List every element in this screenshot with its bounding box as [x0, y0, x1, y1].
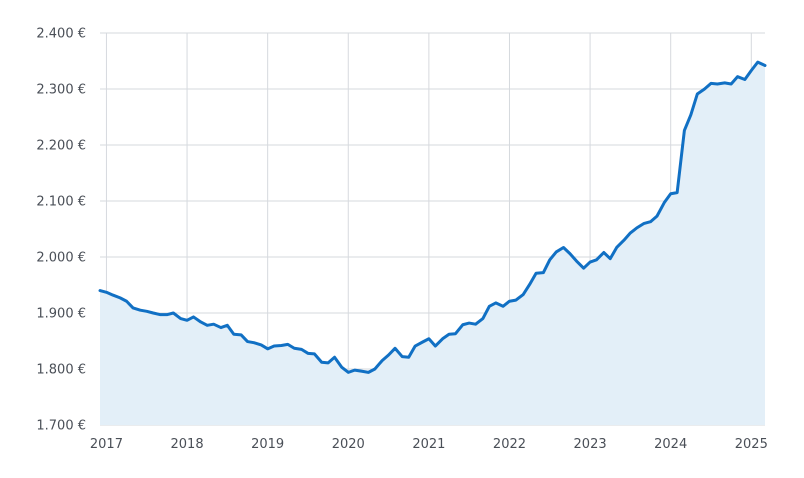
y-tick-label: 1.700 €: [36, 419, 86, 434]
area-fill: [100, 62, 765, 426]
x-tick-label: 2022: [493, 437, 526, 452]
x-tick-label: 2023: [574, 437, 607, 452]
y-tick-label: 2.100 €: [36, 195, 86, 210]
series-line-0: [98, 60, 767, 374]
x-tick-label: 2020: [332, 437, 365, 452]
x-tick-label: 2024: [654, 437, 687, 452]
y-tick-label: 2.200 €: [36, 139, 86, 154]
y-tick-label: 2.300 €: [36, 83, 86, 98]
x-tick-label: 2021: [412, 437, 445, 452]
y-tick-label: 1.800 €: [36, 363, 86, 378]
x-tick-label: 2019: [251, 437, 284, 452]
y-tick-label: 2.000 €: [36, 251, 86, 266]
y-tick-label: 2.400 €: [36, 27, 86, 42]
series-area-0: [100, 62, 765, 426]
series-line: [98, 60, 767, 374]
x-tick-label: 2018: [171, 437, 204, 452]
x-tick-label: 2025: [735, 437, 768, 452]
y-tick-label: 1.900 €: [36, 307, 86, 322]
x-tick-label: 2017: [90, 437, 123, 452]
y-axis-ticks: 1.700 € 1.800 € 1.900 € 2.000 € 2.100 € 2.200…: [36, 27, 86, 434]
x-axis-ticks: 2017 2018 2019 2020 2021 2022 2023 2024 2025: [90, 437, 768, 452]
